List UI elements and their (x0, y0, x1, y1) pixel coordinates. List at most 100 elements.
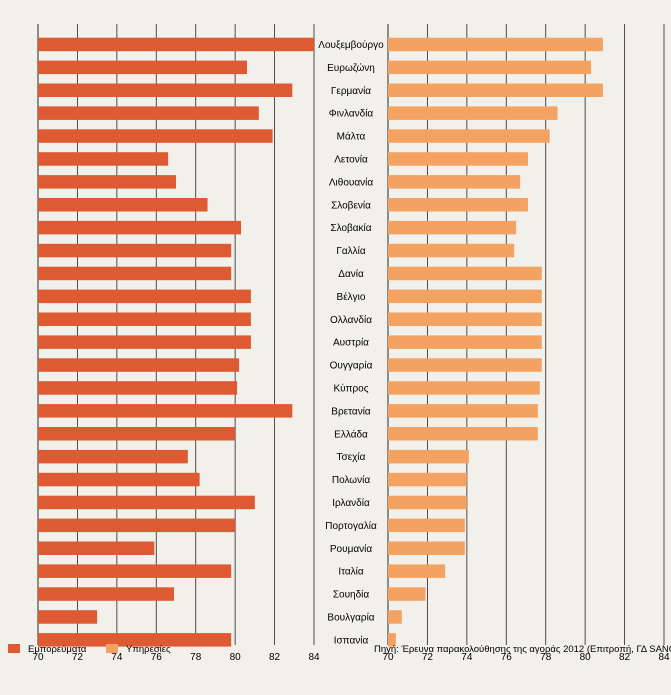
services-bar (388, 106, 558, 120)
country-label: Βρετανία (331, 405, 371, 417)
goods-bar (38, 37, 314, 52)
country-label: Σλοβακία (330, 222, 371, 234)
source-note: Πηγή: Έρευνα παρακολούθησης της αγοράς 2… (374, 644, 671, 655)
services-bar (388, 427, 538, 441)
services-bars (388, 37, 603, 647)
x-tick-label: 72 (72, 652, 84, 663)
x-tick-label: 76 (501, 652, 513, 663)
x-tick-label: 74 (111, 652, 123, 663)
goods-bar (38, 381, 238, 395)
x-tick-label: 80 (230, 652, 242, 663)
services-bar (388, 37, 603, 52)
goods-bar (38, 175, 176, 189)
x-tick-label: 76 (151, 652, 163, 663)
goods-bar (38, 60, 247, 75)
services-bar (388, 152, 528, 166)
services-bar (388, 472, 467, 487)
services-bar (388, 60, 592, 75)
services-bar (388, 358, 542, 372)
x-tick-label: 78 (540, 652, 552, 663)
goods-bar (38, 266, 232, 281)
x-tick-label: 72 (422, 652, 434, 663)
services-bar (388, 175, 521, 189)
goods-bar (38, 220, 242, 235)
services-bar (388, 243, 515, 258)
goods-bar (38, 495, 255, 510)
country-label: Τσεχία (337, 451, 366, 463)
goods-bar (38, 106, 259, 120)
country-label: Λιθουανία (329, 176, 373, 188)
services-bar (388, 541, 465, 555)
country-label: Ισπανία (334, 634, 369, 646)
services-bar (388, 198, 528, 212)
legend-goods-label: Εμπορεύματα (28, 644, 87, 655)
legend-goods-swatch (8, 644, 20, 653)
goods-bar (38, 449, 188, 464)
goods-bar (38, 289, 251, 304)
x-tick-label: 70 (382, 652, 394, 663)
goods-bars (38, 37, 314, 647)
x-tick-label: 84 (658, 652, 670, 663)
left-axis-ticks: 70 72 74 76 78 80 82 84 (32, 652, 320, 663)
country-label: Ιρλανδία (332, 497, 370, 509)
country-label: Ελλάδα (334, 428, 368, 440)
country-label: Βουλγαρία (327, 611, 374, 623)
country-label: Μάλτα (337, 131, 366, 143)
country-label: Λουξεμβούργο (318, 39, 384, 51)
goods-bar (38, 312, 251, 326)
country-label: Ολλανδία (330, 314, 372, 326)
goods-bar (38, 472, 200, 487)
x-tick-label: 80 (580, 652, 592, 663)
goods-bar (38, 518, 236, 533)
country-labels: Λουξεμβούργο Ευρωζώνη Γερμανία Φινλανδία Μάλ… (318, 39, 384, 646)
services-bar (388, 129, 550, 143)
country-label: Σουηδία (333, 589, 370, 601)
country-label: Γαλλία (336, 245, 366, 257)
country-label: Ευρωζώνη (327, 62, 375, 74)
country-label: Ουγγαρία (330, 360, 373, 372)
country-label: Δανία (338, 268, 364, 280)
country-label: Ιταλία (338, 566, 364, 578)
country-label: Γερμανία (331, 85, 371, 97)
goods-bar (38, 587, 175, 601)
goods-bar (38, 83, 293, 97)
legend-services-label: Υπηρεσίες (126, 644, 171, 655)
goods-bar (38, 152, 169, 166)
x-tick-label: 82 (269, 652, 281, 663)
x-tick-label: 78 (190, 652, 202, 663)
services-bar (388, 312, 542, 326)
x-tick-label: 74 (461, 652, 473, 663)
country-label: Βέλγιο (337, 291, 366, 303)
services-bar (388, 83, 603, 97)
services-bar (388, 518, 465, 533)
goods-bar (38, 633, 232, 647)
goods-bar (38, 335, 251, 349)
x-tick-label: 70 (32, 652, 44, 663)
services-bar (388, 404, 538, 418)
country-label: Σλοβενία (331, 199, 371, 211)
services-bar (388, 610, 402, 624)
x-tick-label: 84 (308, 652, 320, 663)
goods-bar (38, 358, 240, 372)
goods-bar (38, 243, 232, 258)
services-bar (388, 220, 517, 235)
legend-services-swatch (106, 644, 118, 653)
country-label: Πορτογαλία (325, 520, 377, 532)
services-bar (388, 289, 542, 304)
goods-bar (38, 427, 236, 441)
services-bar (388, 266, 542, 281)
legend: Εμπορεύματα Υπηρεσίες (8, 644, 171, 655)
services-bar (388, 449, 469, 464)
goods-bar (38, 564, 232, 578)
goods-bar (38, 198, 208, 212)
services-bar (388, 633, 396, 647)
country-label: Φινλανδία (329, 108, 374, 120)
right-axis-ticks: 70 72 74 76 78 80 82 84 (382, 652, 670, 663)
services-bar (388, 564, 446, 578)
services-bar (388, 587, 426, 601)
goods-bar (38, 129, 273, 143)
services-bar (388, 335, 542, 349)
country-label: Αυστρία (333, 337, 369, 349)
services-bar (388, 381, 540, 395)
